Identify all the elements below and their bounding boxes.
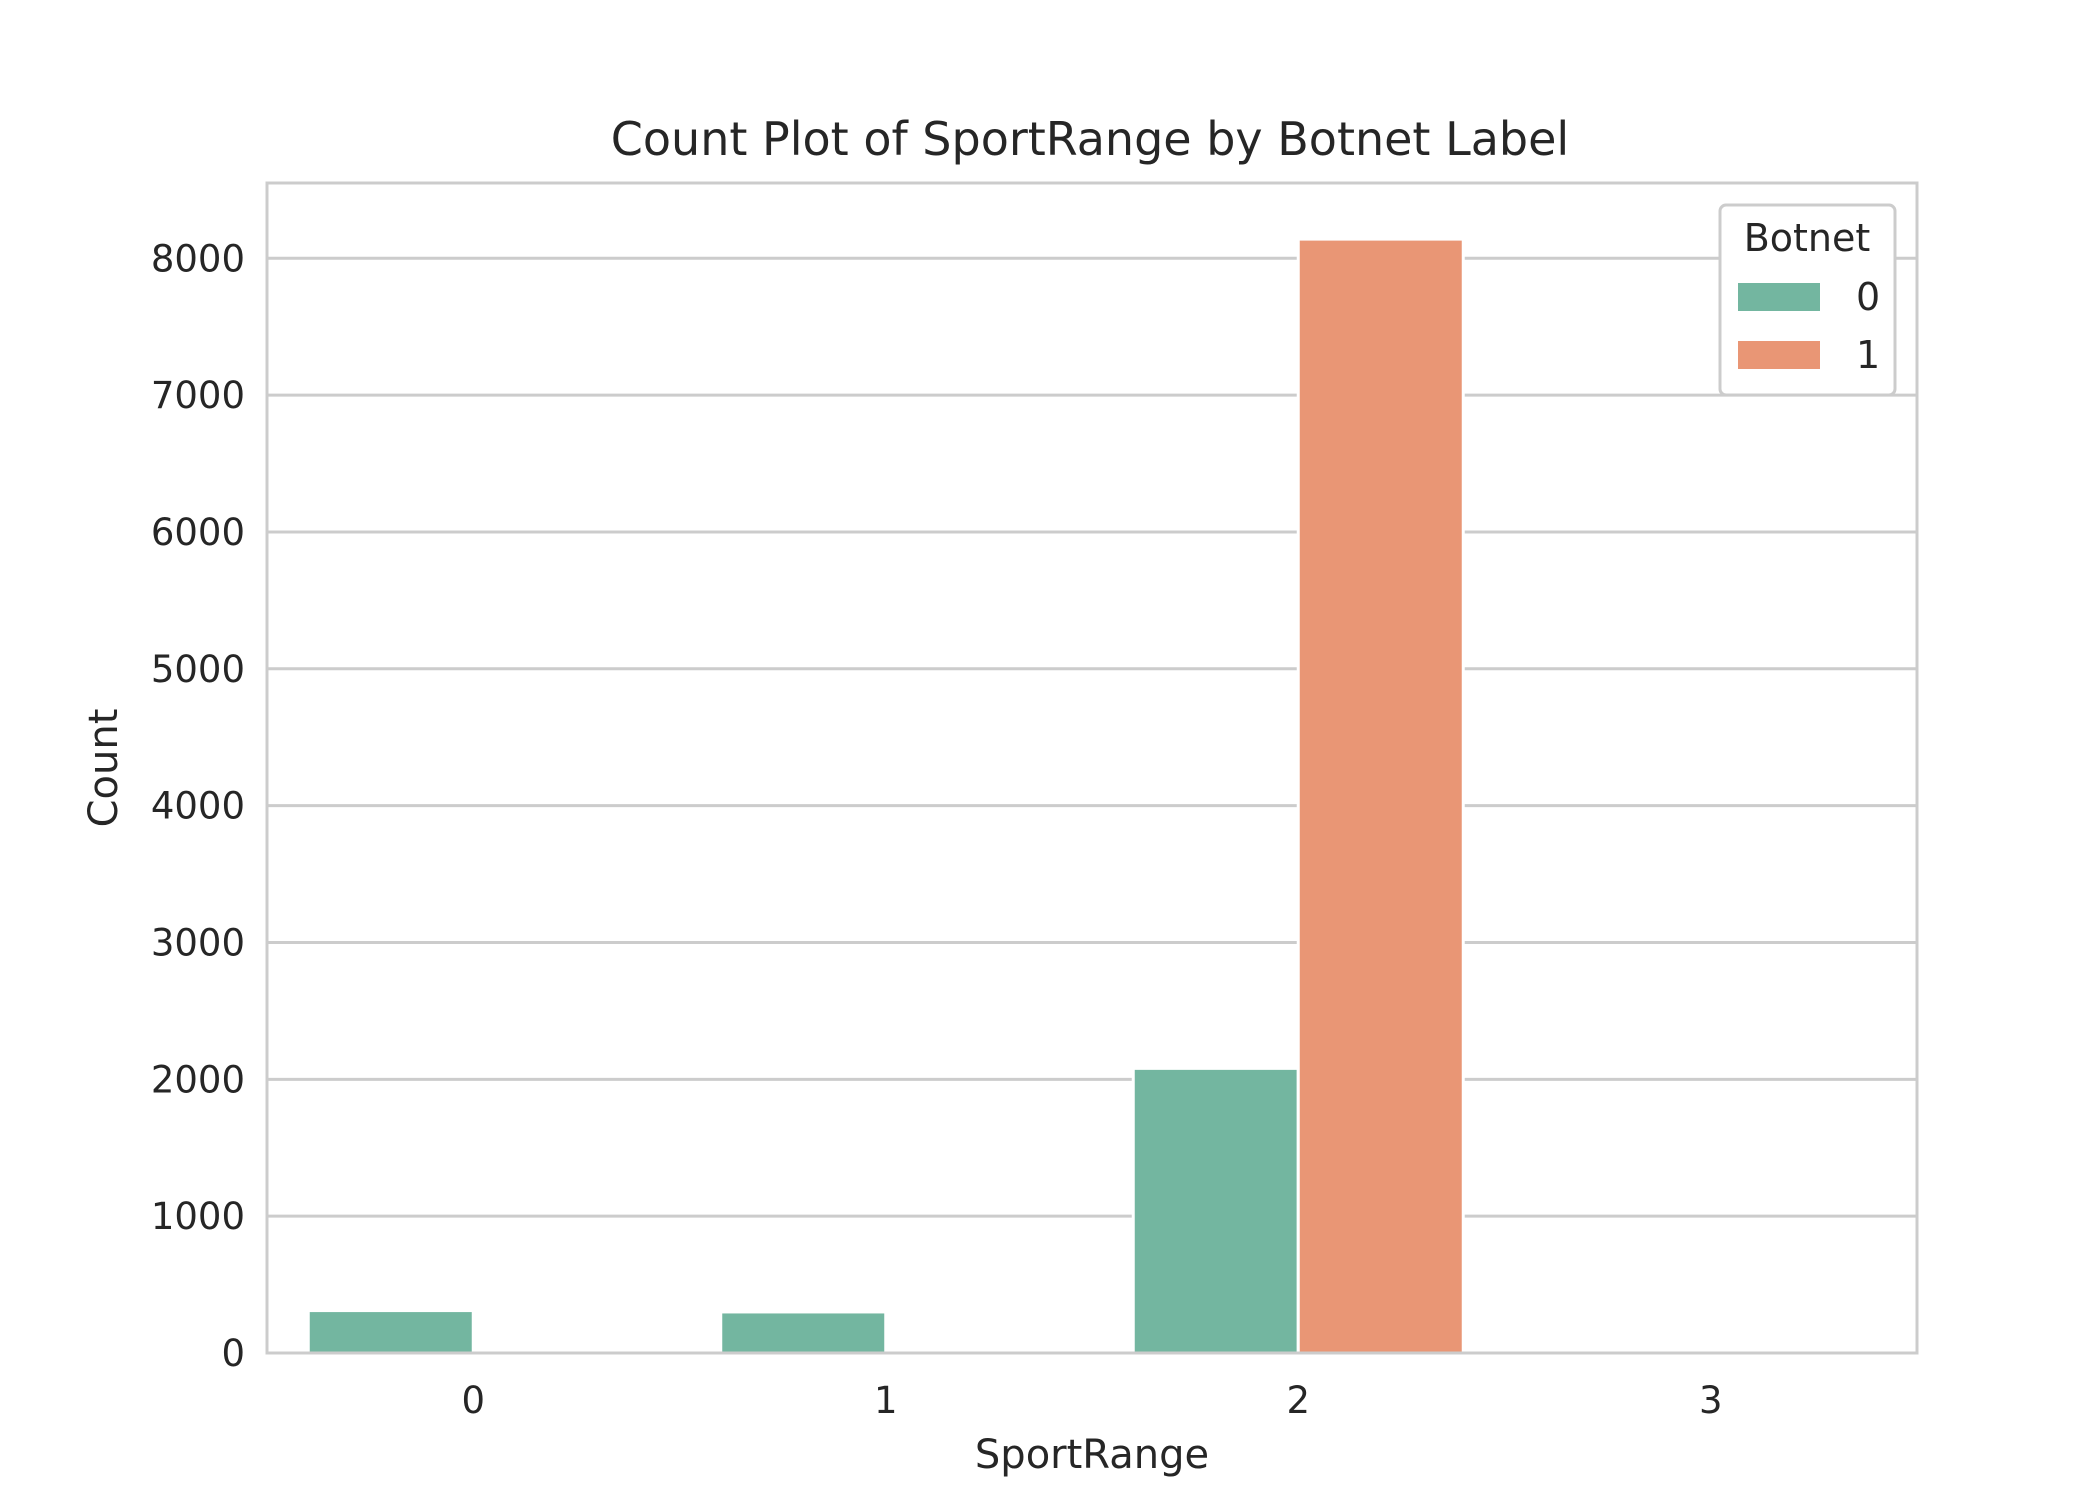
chart-title: Count Plot of SportRange by Botnet Label bbox=[611, 112, 1569, 166]
y-tick-label: 1000 bbox=[151, 1195, 245, 1238]
y-tick-label: 0 bbox=[221, 1332, 245, 1375]
y-tick-labels: 0 1000 2000 3000 4000 5000 6000 7000 8000 bbox=[151, 237, 245, 1375]
plot-frame bbox=[265, 181, 1919, 1355]
legend: Botnet 0 1 bbox=[1718, 203, 1897, 397]
legend-title: Botnet bbox=[1744, 216, 1871, 260]
y-tick-label: 7000 bbox=[151, 374, 245, 417]
x-tick-label: 2 bbox=[1286, 1379, 1310, 1422]
legend-swatch-0 bbox=[1738, 283, 1820, 311]
bar-botnet-0 bbox=[719, 1310, 888, 1355]
bars bbox=[306, 237, 1465, 1355]
y-tick-label: 4000 bbox=[151, 785, 245, 828]
bar-botnet-1 bbox=[1296, 237, 1465, 1355]
y-tick-label: 5000 bbox=[151, 648, 245, 691]
y-tick-label: 8000 bbox=[151, 237, 245, 280]
x-tick-label: 3 bbox=[1699, 1379, 1723, 1422]
bar-botnet-0 bbox=[306, 1309, 475, 1355]
x-tick-labels: 0 1 2 3 bbox=[461, 1379, 1722, 1422]
legend-swatch-1 bbox=[1738, 341, 1820, 369]
bar-botnet-0 bbox=[1131, 1066, 1300, 1355]
x-axis-label: SportRange bbox=[975, 1432, 1209, 1478]
legend-label-0: 0 bbox=[1856, 275, 1880, 319]
x-tick-label: 1 bbox=[874, 1379, 898, 1422]
y-tick-label: 2000 bbox=[151, 1058, 245, 1101]
y-tick-label: 6000 bbox=[151, 511, 245, 554]
x-tick-label: 0 bbox=[461, 1379, 485, 1422]
y-axis-label: Count bbox=[81, 709, 127, 828]
legend-label-1: 1 bbox=[1856, 333, 1880, 377]
gridlines bbox=[267, 256, 1917, 1355]
y-tick-label: 3000 bbox=[151, 921, 245, 964]
